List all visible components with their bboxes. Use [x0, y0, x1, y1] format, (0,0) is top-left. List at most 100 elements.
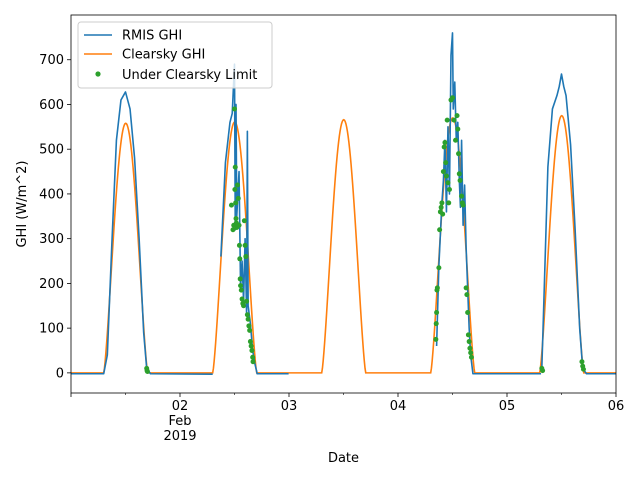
scatter-point-under-clearsky-limit	[465, 332, 471, 338]
series-layer	[71, 32, 616, 376]
y-tick-label: 300	[39, 232, 64, 247]
y-axis-ticks: 0 100 200 300 400 500 600 700	[39, 53, 71, 381]
scatter-point-under-clearsky-limit	[144, 369, 150, 375]
scatter-point-under-clearsky-limit	[232, 186, 238, 192]
scatter-point-under-clearsky-limit	[236, 242, 242, 248]
scatter-point-under-clearsky-limit	[443, 173, 449, 179]
scatter-point-under-clearsky-limit	[434, 285, 440, 291]
scatter-point-under-clearsky-limit	[456, 171, 462, 177]
scatter-point-under-clearsky-limit	[441, 144, 447, 150]
scatter-point-under-clearsky-limit	[438, 204, 444, 210]
scatter-point-under-clearsky-limit	[247, 339, 253, 345]
scatter-point-under-clearsky-limit	[228, 202, 234, 208]
scatter-point-under-clearsky-limit	[433, 321, 439, 327]
scatter-point-under-clearsky-limit	[232, 106, 237, 112]
scatter-point-under-clearsky-limit	[579, 359, 585, 365]
scatter-point-under-clearsky-limit	[233, 200, 239, 206]
x-tick-sublabel: Feb	[168, 414, 191, 429]
x-tick-label: 03	[281, 399, 298, 414]
legend-label-rmis-ghi: RMIS GHI	[122, 29, 182, 44]
scatter-point-under-clearsky-limit	[233, 216, 239, 222]
scatter-point-under-clearsky-limit	[232, 164, 238, 170]
scatter-point-under-clearsky-limit	[451, 117, 457, 123]
x-tick-label: 06	[608, 399, 625, 414]
scatter-point-under-clearsky-limit	[455, 126, 461, 132]
scatter-point-under-clearsky-limit	[445, 180, 451, 186]
plot-frame	[70, 14, 617, 394]
scatter-point-under-clearsky-limit	[463, 285, 469, 291]
scatter-point-under-clearsky-limit	[235, 195, 241, 201]
scatter-point-under-clearsky-limit	[446, 186, 452, 192]
scatter-point-under-clearsky-limit	[443, 160, 449, 166]
y-tick-label: 700	[39, 53, 64, 68]
x-tick-label: 02	[172, 399, 189, 414]
scatter-point-under-clearsky-limit	[235, 182, 241, 188]
legend-label-under-clearsky-limit: Under Clearsky Limit	[122, 68, 257, 83]
scatter-point-under-clearsky-limit	[580, 366, 586, 372]
scatter-point-under-clearsky-limit	[241, 218, 247, 224]
series-line-rmis-ghi-segment-1	[71, 91, 213, 376]
y-tick-label: 600	[39, 98, 64, 113]
scatter-point-under-clearsky-limit	[245, 316, 251, 322]
y-tick-label: 0	[56, 366, 64, 381]
scatter-point-under-clearsky-limit	[466, 339, 472, 345]
scatter-point-under-clearsky-limit	[439, 200, 445, 206]
legend-label-clearsky-ghi: Clearsky GHI	[122, 48, 205, 63]
scatter-point-under-clearsky-limit	[243, 254, 249, 260]
scatter-point-under-clearsky-limit	[237, 276, 243, 282]
scatter-point-under-clearsky-limit	[450, 95, 455, 101]
scatter-point-under-clearsky-limit	[249, 348, 255, 353]
scatter-point-under-clearsky-limit	[440, 211, 446, 217]
scatter-point-under-clearsky-limit	[453, 137, 459, 143]
series-line-rmis-ghi-segment-4	[541, 73, 616, 375]
scatter-point-under-clearsky-limit	[244, 298, 250, 304]
scatter-point-under-clearsky-limit	[442, 139, 448, 145]
scatter-point-under-clearsky-limit	[454, 113, 460, 119]
scatter-point-under-clearsky-limit	[446, 200, 452, 206]
scatter-point-under-clearsky-limit	[236, 222, 242, 228]
x-tick-sublabel: 2019	[163, 429, 196, 444]
scatter-point-under-clearsky-limit	[237, 256, 243, 262]
scatter-point-under-clearsky-limit	[241, 303, 247, 309]
scatter-point-under-clearsky-limit	[437, 227, 443, 233]
scatter-point-under-clearsky-limit	[250, 354, 256, 360]
y-axis-label: GHI (W/m^2)	[15, 160, 30, 247]
x-axis-label: Date	[328, 451, 359, 466]
y-tick-label: 200	[39, 277, 64, 292]
scatter-point-under-clearsky-limit	[238, 283, 244, 289]
scatter-point-under-clearsky-limit	[246, 323, 252, 329]
scatter-point-under-clearsky-limit	[244, 312, 250, 318]
scatter-point-under-clearsky-limit	[238, 287, 244, 293]
scatter-point-under-clearsky-limit	[242, 242, 248, 248]
scatter-point-under-clearsky-limit	[457, 178, 463, 184]
scatter-point-under-clearsky-limit	[250, 359, 256, 365]
scatter-point-under-clearsky-limit	[433, 336, 439, 342]
scatter-point-under-clearsky-limit	[248, 343, 254, 349]
scatter-point-under-clearsky-limit	[468, 354, 474, 360]
legend: RMIS GHI Clearsky GHI Under Clearsky Lim…	[77, 21, 273, 89]
scatter-point-under-clearsky-limit	[468, 350, 474, 356]
legend-swatch-under-clearsky-limit	[95, 71, 101, 77]
scatter-point-under-clearsky-limit	[540, 368, 546, 374]
scatter-point-under-clearsky-limit	[459, 193, 465, 199]
scatter-point-under-clearsky-limit	[444, 117, 450, 123]
y-tick-label: 500	[39, 143, 64, 158]
scatter-point-under-clearsky-limit	[239, 296, 245, 302]
scatter-point-under-clearsky-limit	[434, 309, 440, 315]
scatter-point-under-clearsky-limit	[440, 169, 446, 175]
x-tick-label: 05	[499, 399, 516, 414]
scatter-point-under-clearsky-limit	[456, 151, 462, 157]
scatter-point-under-clearsky-limit	[230, 227, 236, 233]
legend-box	[77, 21, 273, 89]
scatter-point-under-clearsky-limit	[436, 265, 442, 271]
scatter-point-under-clearsky-limit	[460, 202, 466, 208]
y-tick-label: 100	[39, 322, 64, 337]
scatter-point-under-clearsky-limit	[464, 292, 470, 298]
scatter-point-under-clearsky-limit	[465, 309, 471, 315]
scatter-point-under-clearsky-limit	[247, 327, 253, 333]
x-tick-label: 04	[390, 399, 407, 414]
scatter-point-under-clearsky-limit	[467, 345, 473, 351]
y-tick-label: 400	[39, 187, 64, 202]
